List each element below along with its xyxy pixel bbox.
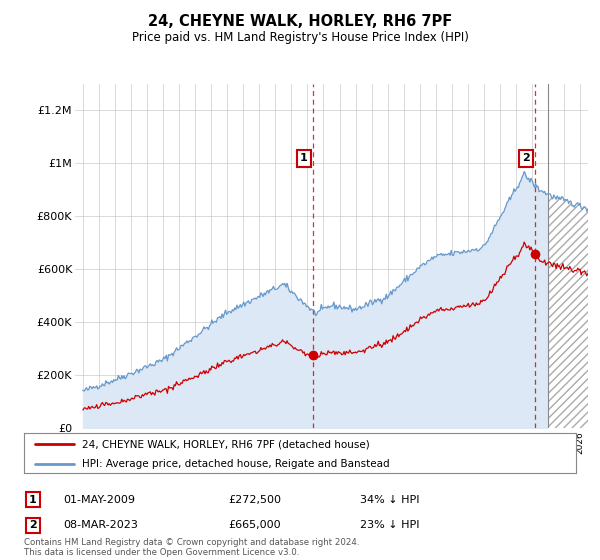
Text: 34% ↓ HPI: 34% ↓ HPI <box>360 494 419 505</box>
Text: 24, CHEYNE WALK, HORLEY, RH6 7PF: 24, CHEYNE WALK, HORLEY, RH6 7PF <box>148 14 452 29</box>
Text: 2: 2 <box>522 153 530 163</box>
Text: 1: 1 <box>300 153 308 163</box>
Text: 24, CHEYNE WALK, HORLEY, RH6 7PF (detached house): 24, CHEYNE WALK, HORLEY, RH6 7PF (detach… <box>82 439 370 449</box>
Text: 1: 1 <box>29 494 37 505</box>
Text: 08-MAR-2023: 08-MAR-2023 <box>63 520 138 530</box>
Text: Price paid vs. HM Land Registry's House Price Index (HPI): Price paid vs. HM Land Registry's House … <box>131 31 469 44</box>
Text: £665,000: £665,000 <box>228 520 281 530</box>
Text: 01-MAY-2009: 01-MAY-2009 <box>63 494 135 505</box>
Text: Contains HM Land Registry data © Crown copyright and database right 2024.
This d: Contains HM Land Registry data © Crown c… <box>24 538 359 557</box>
Text: 2: 2 <box>29 520 37 530</box>
Text: £272,500: £272,500 <box>228 494 281 505</box>
Text: 23% ↓ HPI: 23% ↓ HPI <box>360 520 419 530</box>
Text: HPI: Average price, detached house, Reigate and Banstead: HPI: Average price, detached house, Reig… <box>82 459 389 469</box>
